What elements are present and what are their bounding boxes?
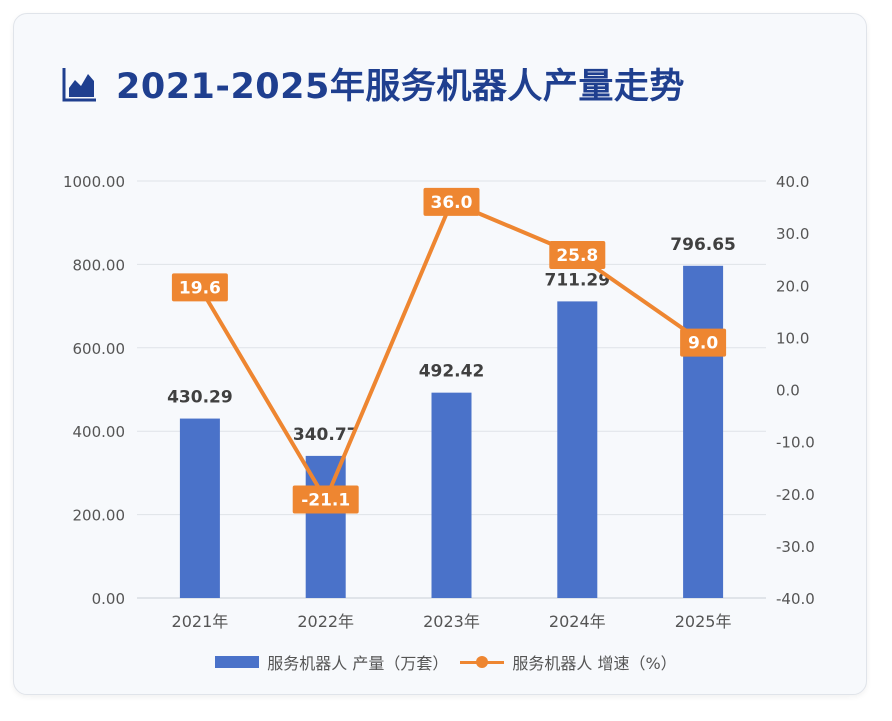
line-label-box (423, 187, 480, 216)
y-right-tick-label: -10.0 (776, 434, 815, 452)
y-left-tick-label: 800.00 (73, 256, 126, 274)
x-tick-label: 2024年 (549, 612, 606, 631)
y-right-tick-label: -40.0 (776, 590, 815, 608)
y-right-tick-label: 30.0 (776, 225, 809, 243)
y-right-tick-label: 40.0 (776, 173, 809, 191)
bar-data-label: 492.42 (419, 362, 485, 382)
y-right-tick-label: 20.0 (776, 277, 809, 295)
bar-data-label: 711.29 (544, 270, 610, 290)
line-data-label: 36.0 (431, 193, 473, 213)
line-data-label: -21.1 (301, 490, 350, 510)
line-label-box (171, 273, 228, 302)
y-left-tick-label: 600.00 (73, 340, 126, 358)
x-tick-label: 2021年 (172, 612, 229, 631)
x-tick-label: 2022年 (297, 612, 354, 631)
line-data-label: 9.0 (688, 334, 718, 354)
legend-bar-swatch (215, 656, 260, 668)
title-row: 2021-2025年服务机器人产量走势 (60, 58, 685, 109)
page-title: 2021-2025年服务机器人产量走势 (116, 67, 685, 107)
legend-item-production[interactable]: 服务机器人 产量（万套） (215, 650, 448, 674)
bar-data-label: 430.29 (167, 388, 233, 408)
x-tick-label: 2023年 (423, 612, 480, 631)
bar (557, 301, 598, 598)
line-data-label: 19.6 (179, 278, 221, 298)
legend: 服务机器人 产量（万套） 服务机器人 增速（%） (0, 650, 892, 674)
bar (179, 418, 220, 598)
y-right-tick-label: -30.0 (776, 538, 815, 556)
line-label-box (680, 328, 727, 357)
y-left-tick-label: 400.00 (73, 423, 126, 441)
x-tick-label: 2025年 (675, 612, 732, 631)
bar (431, 392, 472, 598)
bar-data-label: 796.65 (670, 235, 736, 255)
y-left-tick-label: 200.00 (73, 507, 126, 525)
y-right-tick-label: 10.0 (776, 329, 809, 347)
y-left-tick-label: 0.00 (92, 590, 125, 608)
legend-label-growth: 服务机器人 增速（%） (512, 654, 677, 673)
y-right-tick-label: 0.0 (776, 382, 800, 400)
bar (683, 265, 724, 598)
legend-label-production: 服务机器人 产量（万套） (267, 654, 449, 673)
area-chart-icon (62, 67, 96, 101)
legend-line-swatch (460, 656, 505, 668)
line-label-box (292, 485, 359, 514)
legend-item-growth[interactable]: 服务机器人 增速（%） (460, 650, 677, 674)
y-right-tick-label: -20.0 (776, 486, 815, 504)
y-left-tick-label: 1000.00 (63, 173, 125, 191)
line-data-label: 25.8 (556, 246, 598, 266)
line-label-box (549, 241, 606, 270)
bar-data-label: 340.77 (293, 425, 359, 445)
